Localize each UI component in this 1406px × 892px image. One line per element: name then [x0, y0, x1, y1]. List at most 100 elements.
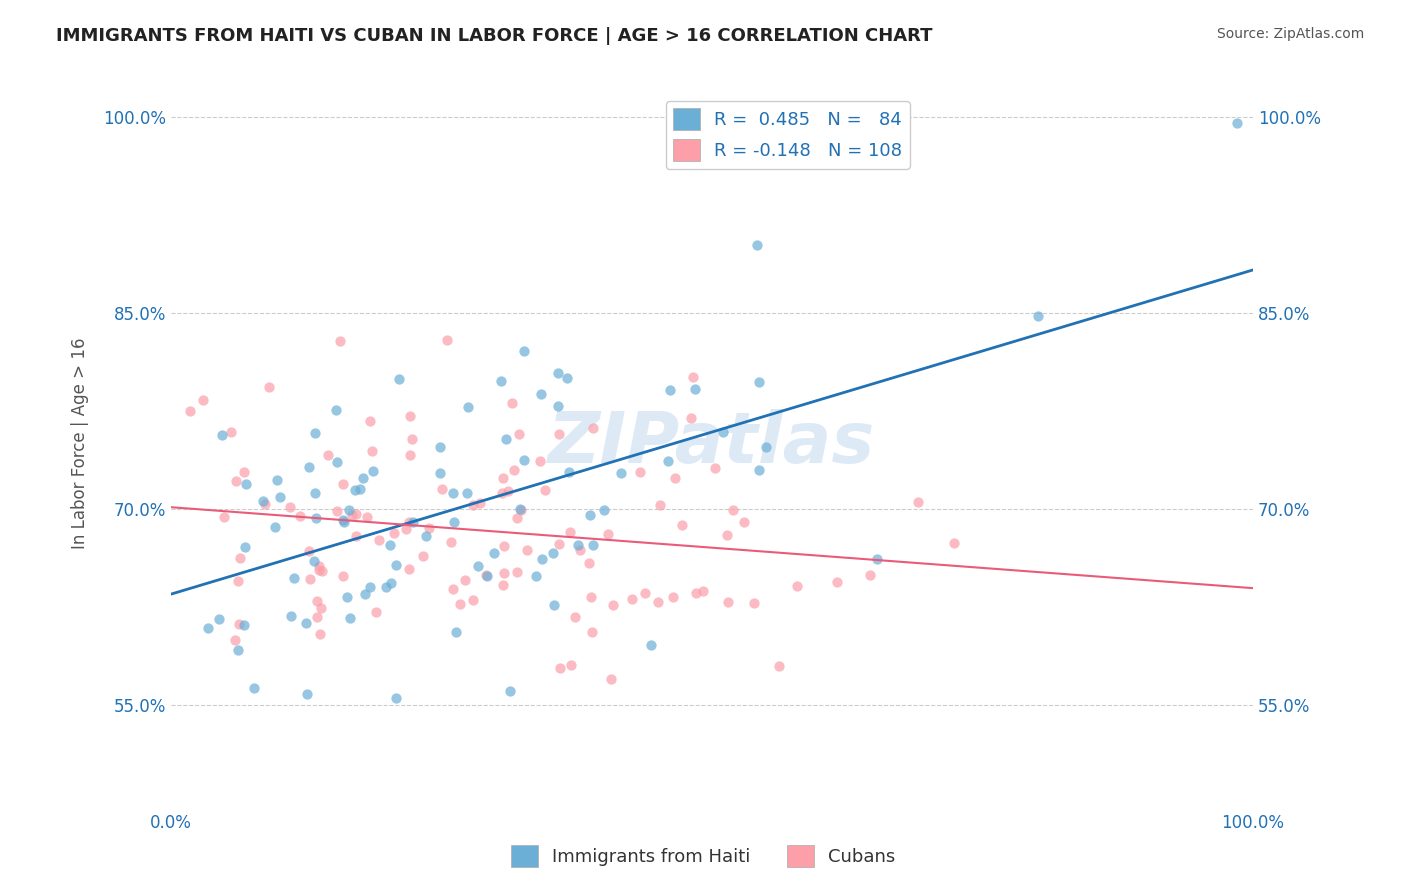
Point — [581, 625, 603, 640]
Point — [745, 237, 768, 252]
Point — [308, 563, 330, 577]
Point — [441, 486, 464, 500]
Point — [506, 510, 529, 524]
Point — [755, 440, 778, 454]
Point — [214, 510, 236, 524]
Point — [219, 425, 242, 439]
Point — [326, 455, 349, 469]
Point — [492, 578, 515, 592]
Point — [579, 590, 602, 604]
Point — [402, 515, 425, 529]
Point — [380, 576, 402, 591]
Point — [295, 687, 318, 701]
Point — [461, 593, 484, 607]
Point — [302, 553, 325, 567]
Point — [457, 400, 479, 414]
Point — [337, 503, 360, 517]
Point — [197, 621, 219, 635]
Point — [263, 520, 285, 534]
Point — [412, 549, 434, 564]
Point — [569, 543, 592, 558]
Point — [339, 611, 361, 625]
Point — [359, 414, 381, 428]
Point — [449, 597, 471, 611]
Point — [333, 515, 356, 529]
Point — [943, 536, 966, 550]
Point — [398, 409, 420, 424]
Point — [233, 541, 256, 555]
Point — [647, 595, 669, 609]
Point — [513, 453, 536, 467]
Point — [354, 587, 377, 601]
Point — [865, 552, 887, 566]
Text: ZIPatlas: ZIPatlas — [548, 409, 876, 478]
Point — [582, 538, 605, 552]
Point — [768, 658, 790, 673]
Legend: Immigrants from Haiti, Cubans: Immigrants from Haiti, Cubans — [503, 838, 903, 874]
Point — [640, 638, 662, 652]
Point — [352, 471, 374, 485]
Point — [733, 516, 755, 530]
Point — [681, 411, 703, 425]
Point — [602, 598, 624, 612]
Point — [228, 616, 250, 631]
Point — [344, 508, 367, 522]
Point — [711, 425, 734, 439]
Point — [786, 579, 808, 593]
Point — [1226, 116, 1249, 130]
Point — [461, 498, 484, 512]
Point — [682, 370, 704, 384]
Point — [297, 459, 319, 474]
Point — [596, 527, 619, 541]
Point — [534, 483, 557, 498]
Point — [748, 375, 770, 389]
Point — [634, 585, 657, 599]
Point — [225, 474, 247, 488]
Point — [550, 661, 572, 675]
Point — [717, 595, 740, 609]
Point — [224, 632, 246, 647]
Point — [179, 404, 201, 418]
Point — [304, 426, 326, 441]
Point — [367, 533, 389, 547]
Point — [657, 454, 679, 468]
Point — [378, 538, 401, 552]
Point — [567, 538, 589, 552]
Point — [578, 508, 600, 522]
Point — [308, 558, 330, 573]
Point — [374, 580, 396, 594]
Point — [344, 528, 367, 542]
Point — [418, 521, 440, 535]
Point — [508, 427, 530, 442]
Point — [208, 612, 231, 626]
Text: IMMIGRANTS FROM HAITI VS CUBAN IN LABOR FORCE | AGE > 16 CORRELATION CHART: IMMIGRANTS FROM HAITI VS CUBAN IN LABOR … — [56, 27, 932, 45]
Point — [436, 333, 458, 347]
Point — [467, 558, 489, 573]
Point — [266, 473, 288, 487]
Point — [395, 521, 418, 535]
Point — [506, 565, 529, 579]
Point — [825, 574, 848, 589]
Point — [742, 596, 765, 610]
Point — [429, 466, 451, 480]
Point — [226, 643, 249, 657]
Point — [398, 516, 420, 530]
Point — [648, 498, 671, 512]
Point — [309, 600, 332, 615]
Point — [859, 567, 882, 582]
Point — [683, 382, 706, 396]
Point — [305, 610, 328, 624]
Point — [318, 448, 340, 462]
Point — [430, 483, 453, 497]
Point — [685, 586, 707, 600]
Point — [326, 503, 349, 517]
Point — [499, 683, 522, 698]
Point — [659, 383, 682, 397]
Point — [662, 590, 685, 604]
Point — [541, 546, 564, 560]
Point — [280, 609, 302, 624]
Point — [692, 583, 714, 598]
Point — [332, 513, 354, 527]
Point — [398, 562, 420, 576]
Point — [388, 372, 411, 386]
